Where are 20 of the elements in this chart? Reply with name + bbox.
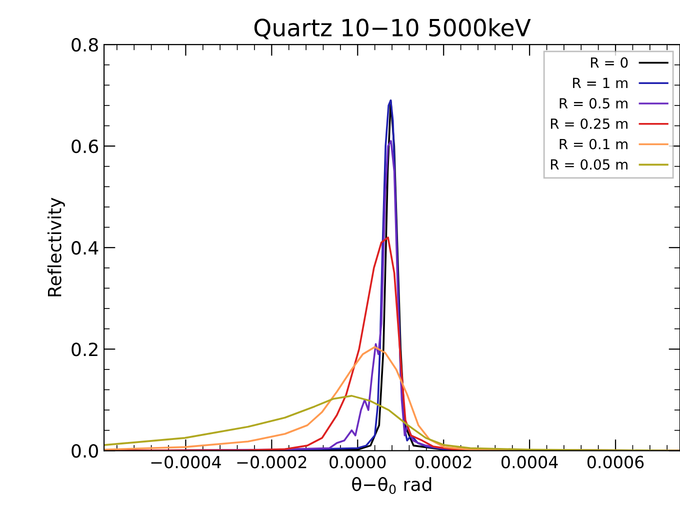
x-tick-label: 0.0006 — [587, 456, 644, 468]
legend-label: R = 0.5 m — [560, 98, 628, 109]
legend-label: R = 0 — [591, 57, 628, 68]
legend-label: R = 0.25 m — [550, 118, 628, 129]
y-tick-label: 0.2 — [72, 342, 98, 356]
x-tick-label: 0.0004 — [502, 456, 558, 468]
y-tick-label: 0.0 — [72, 444, 98, 458]
legend-label: R = 1 m — [573, 78, 628, 88]
y-axis-title: Reflectivity — [47, 198, 65, 296]
y-tick-label: 0.6 — [72, 140, 98, 154]
y-tick-label: 0.8 — [72, 38, 98, 52]
x-tick-label: 0.0000 — [330, 456, 386, 468]
chart-title: Quartz 10−10 5000keV — [254, 18, 531, 40]
x-axis-title: θ−θ$_{0}$ rad — [352, 477, 432, 494]
x-tick-label: −0.0004 — [151, 456, 221, 468]
y-tick-label: 0.4 — [72, 241, 98, 255]
x-tick-label: −0.0002 — [237, 456, 306, 468]
legend-label: R = 0.1 m — [560, 138, 628, 150]
x-tick-label: 0.0002 — [416, 456, 472, 468]
legend-label: R = 0.05 m — [550, 159, 628, 170]
